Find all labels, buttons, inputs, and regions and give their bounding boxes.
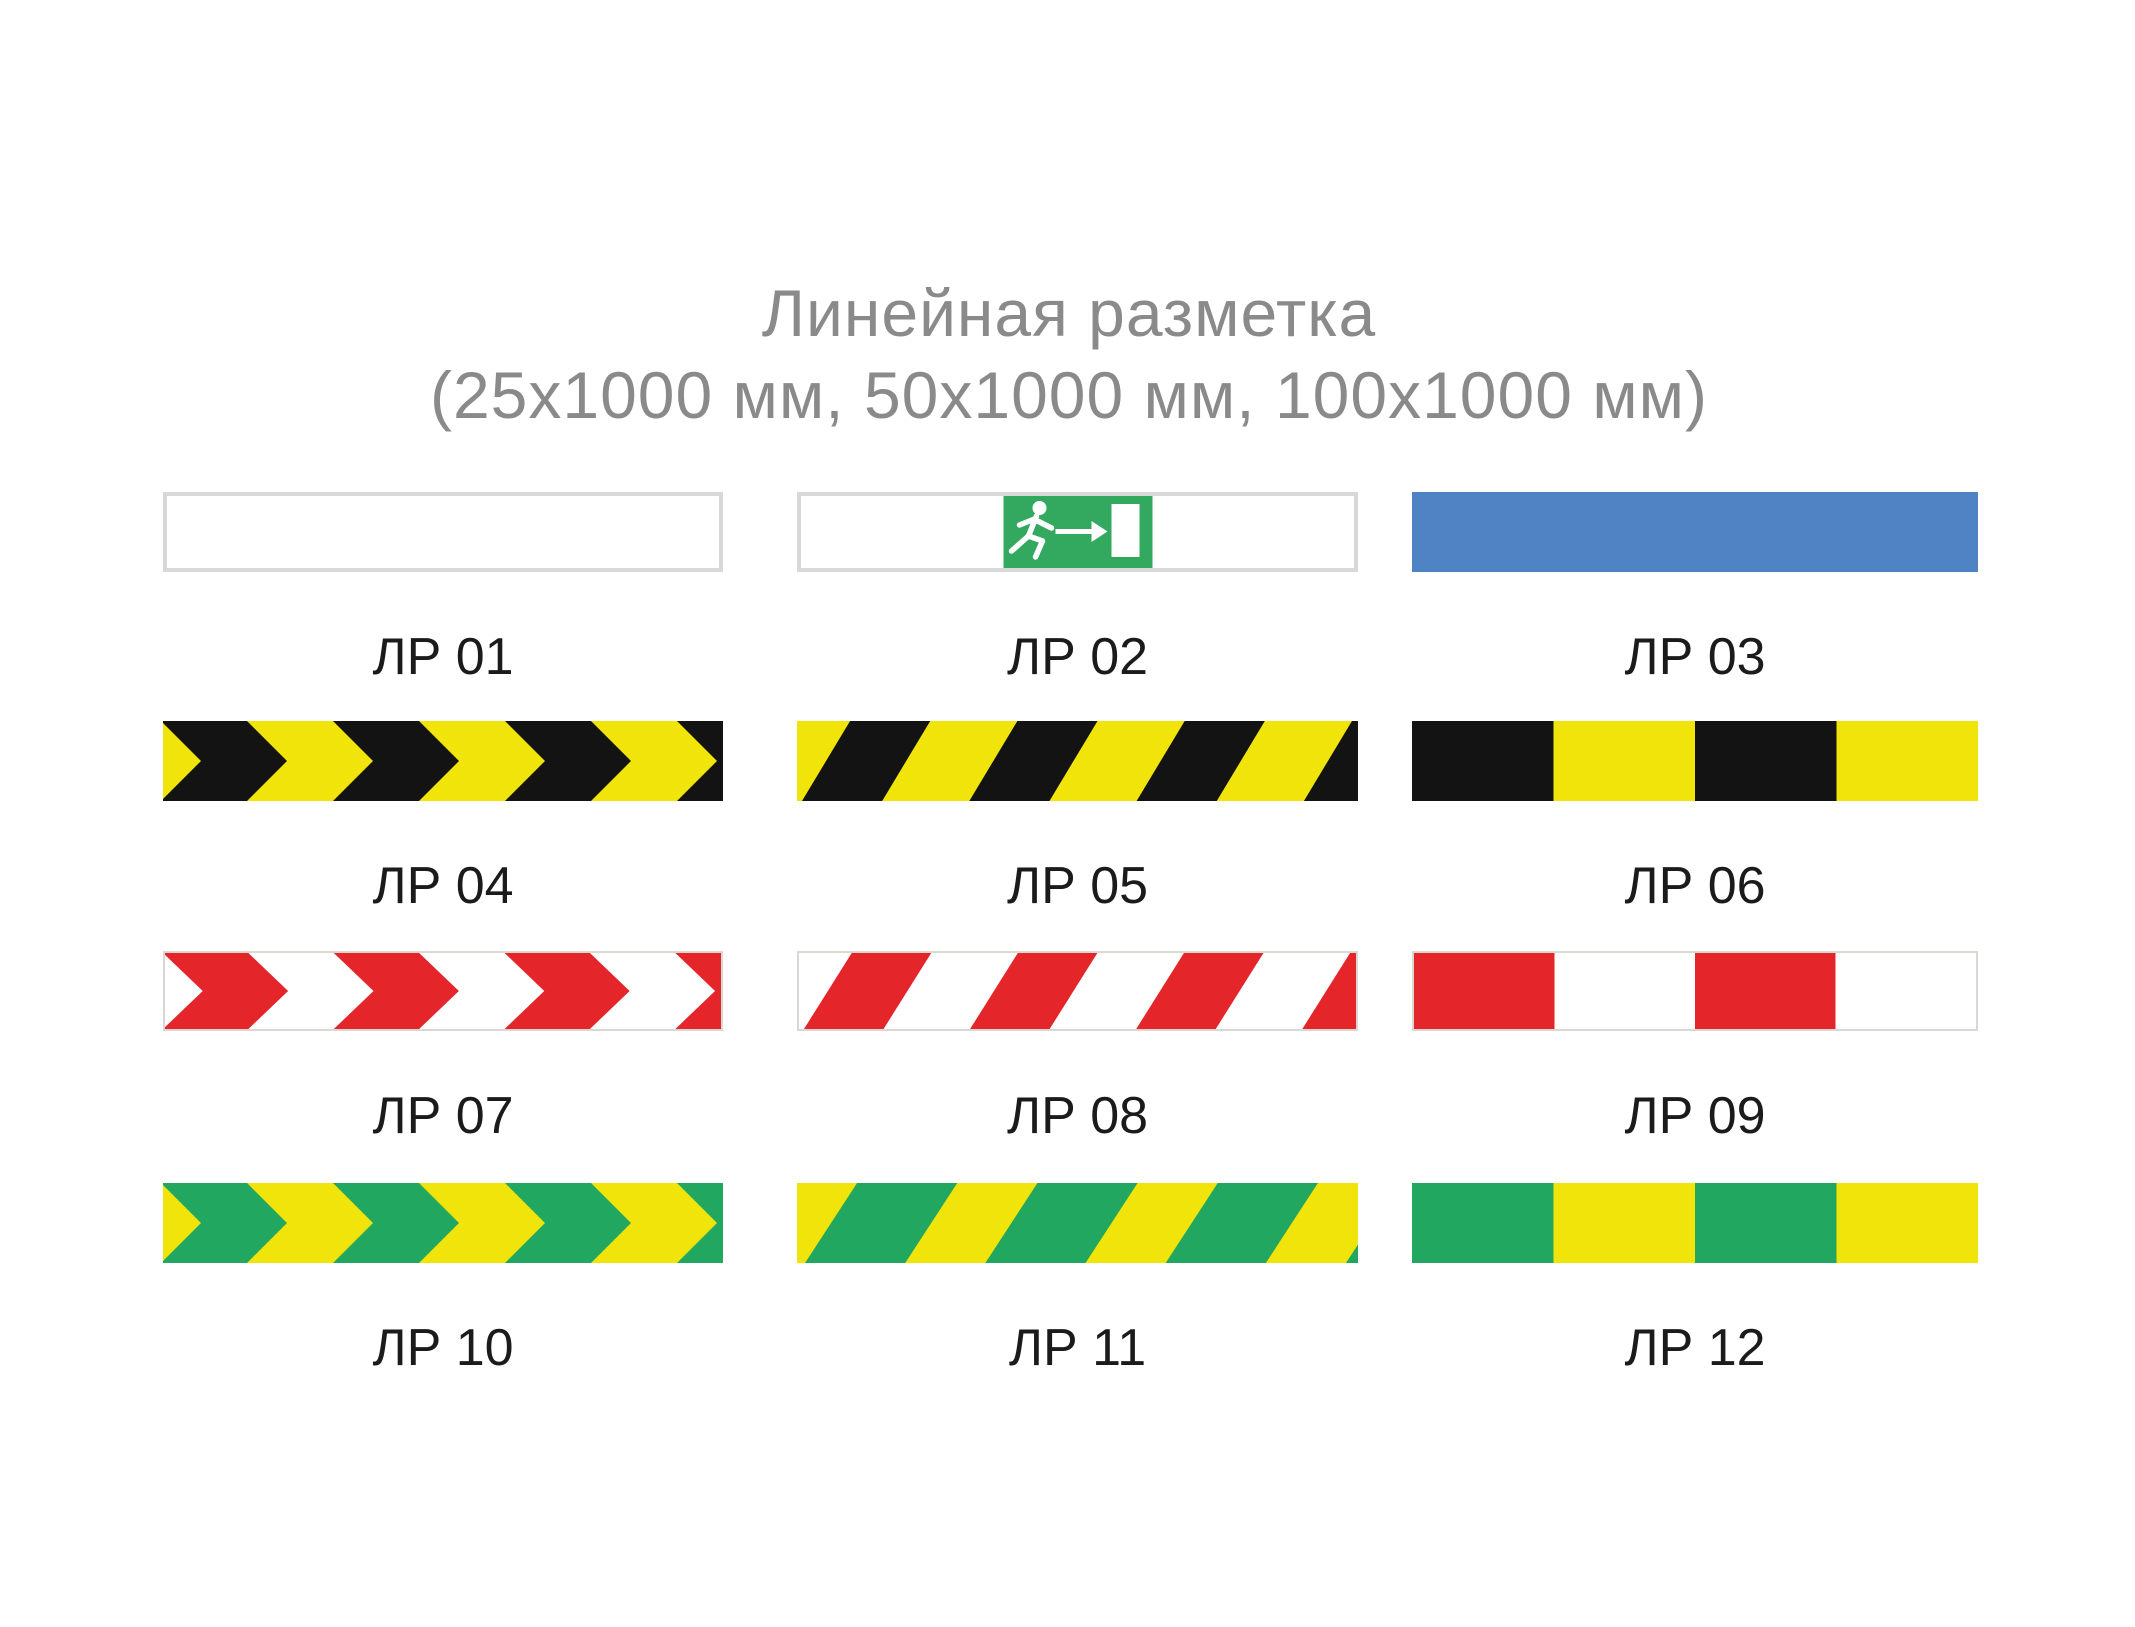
tape-label: ЛР 11	[1008, 1319, 1147, 1377]
emergency-exit-icon	[1003, 496, 1152, 568]
diagonal-stripe-pattern	[799, 953, 1356, 1029]
marking-item-9: ЛР 09	[1412, 951, 1978, 1151]
tape-swatch-6	[1412, 721, 1978, 801]
diagonal-stripe-pattern	[797, 1183, 1358, 1263]
tape-label: ЛР 07	[372, 1087, 514, 1145]
tape-swatch-4	[163, 721, 723, 801]
tape-label: ЛР 08	[1006, 1087, 1149, 1145]
tape-label: ЛР 12	[1624, 1319, 1766, 1377]
tape-swatch-11	[797, 1183, 1358, 1263]
block-pattern	[1412, 721, 1978, 801]
block-pattern	[1414, 953, 1976, 1029]
marking-item-12: ЛР 12	[1412, 1183, 1978, 1383]
title-line-1: Линейная разметка	[761, 276, 1377, 350]
tape-label: ЛР 04	[372, 857, 514, 915]
marking-item-7: ЛР 07	[163, 951, 723, 1151]
tape-label: ЛР 03	[1624, 628, 1766, 686]
marking-item-10: ЛР 10	[163, 1183, 723, 1383]
tape-label: ЛР 01	[372, 628, 514, 686]
chevron-pattern	[163, 1183, 723, 1263]
tape-swatch-3	[1412, 492, 1978, 572]
marking-item-11: ЛР 11	[797, 1183, 1358, 1383]
page-title: Линейная разметка (25х1000 мм, 50х1000 м…	[160, 272, 1978, 436]
tape-swatch-2	[797, 492, 1358, 572]
chevron-pattern	[165, 953, 721, 1029]
tape-swatch-5	[797, 721, 1358, 801]
marking-item-5: ЛР 05	[797, 721, 1358, 921]
tape-label: ЛР 05	[1006, 857, 1149, 915]
marking-item-8: ЛР 08	[797, 951, 1358, 1151]
chevron-pattern	[163, 721, 723, 801]
block-pattern	[1412, 1183, 1978, 1263]
marking-item-3: ЛР 03	[1412, 492, 1978, 692]
tape-label: ЛР 10	[372, 1319, 514, 1377]
tape-swatch-12	[1412, 1183, 1978, 1263]
marking-item-6: ЛР 06	[1412, 721, 1978, 921]
marking-item-1: ЛР 01	[163, 492, 723, 692]
tape-label: ЛР 02	[1006, 628, 1149, 686]
marking-item-2: ЛР 02	[797, 492, 1358, 692]
tape-swatch-1	[163, 492, 723, 572]
tape-swatch-8	[797, 951, 1358, 1031]
tape-swatch-9	[1412, 951, 1978, 1031]
diagonal-stripe-pattern	[797, 721, 1358, 801]
marking-item-4: ЛР 04	[163, 721, 723, 921]
tape-swatch-7	[163, 951, 723, 1031]
tape-label: ЛР 09	[1624, 1087, 1766, 1145]
tape-label: ЛР 06	[1624, 857, 1766, 915]
title-line-2: (25х1000 мм, 50х1000 мм, 100х1000 мм)	[430, 358, 1708, 432]
tape-swatch-10	[163, 1183, 723, 1263]
